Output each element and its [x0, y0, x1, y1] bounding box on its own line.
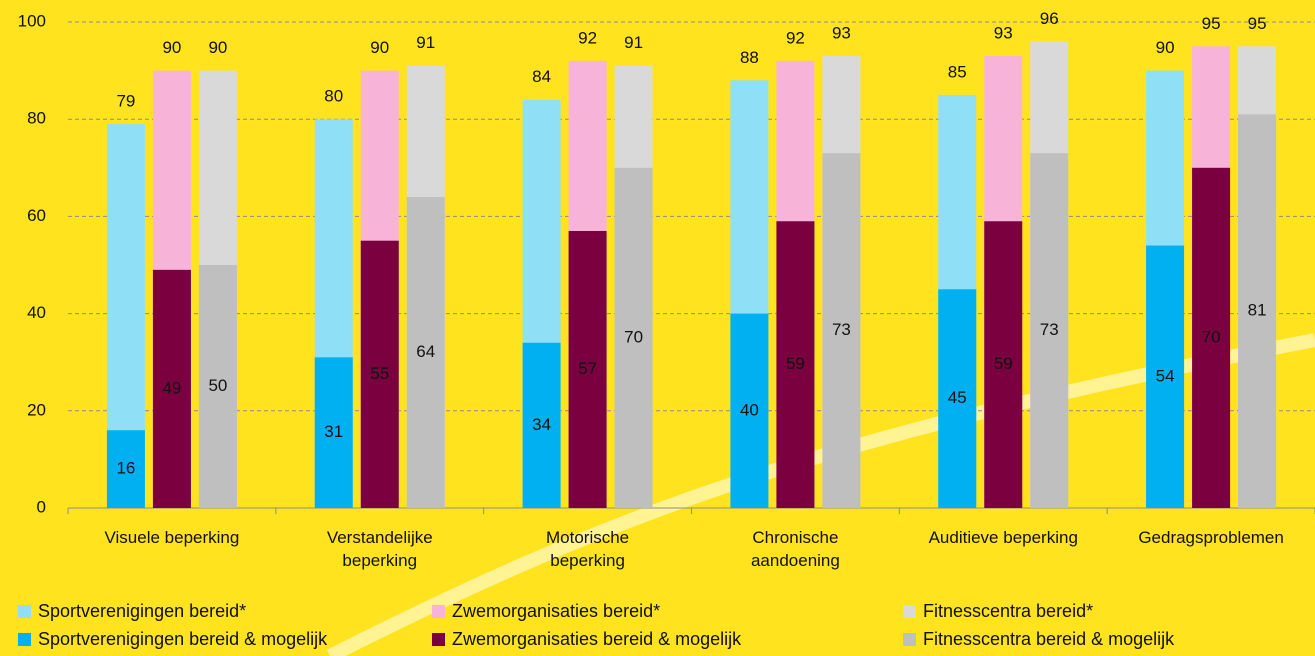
legend-label: Fitnesscentra bereid*: [923, 601, 1094, 621]
data-label: 64: [416, 342, 435, 361]
x-tick-label: Visuele beperking: [104, 528, 240, 547]
data-label: 92: [786, 28, 805, 47]
data-label: 49: [162, 378, 181, 397]
data-label: 85: [948, 62, 967, 81]
legend-swatch: [432, 633, 445, 646]
x-tick-label: Gedragsproblemen: [1138, 528, 1284, 547]
data-label: 45: [948, 388, 967, 407]
legend-label: Fitnesscentra bereid & mogelijk: [923, 629, 1175, 649]
legend-item: Fitnesscentra bereid & mogelijk: [903, 629, 1174, 650]
data-label: 84: [532, 67, 551, 86]
data-label: 34: [532, 415, 551, 434]
data-label: 96: [1040, 9, 1059, 28]
data-label: 90: [162, 38, 181, 57]
bar: [106, 430, 145, 508]
data-label: 57: [578, 359, 597, 378]
bar: [152, 269, 191, 508]
data-label: 31: [324, 422, 343, 441]
data-label: 95: [1248, 14, 1267, 33]
bar: [1030, 153, 1069, 508]
data-label: 16: [116, 459, 135, 478]
data-label: 93: [832, 24, 851, 43]
bar: [360, 240, 399, 508]
bar: [198, 265, 237, 508]
bar: [1146, 245, 1185, 508]
bar: [822, 153, 861, 508]
legend-item: Sportverenigingen bereid*: [18, 601, 246, 622]
bar: [522, 342, 561, 508]
bar: [568, 230, 607, 509]
data-label: 70: [1202, 327, 1221, 346]
data-label: 80: [324, 87, 343, 106]
data-label: 90: [208, 38, 227, 57]
bar: [1192, 167, 1231, 509]
bar: [984, 221, 1023, 508]
y-tick-label: 40: [27, 303, 46, 322]
data-label: 59: [786, 354, 805, 373]
legend-label: Zwemorganisaties bereid*: [452, 601, 661, 621]
y-tick-label: 60: [27, 206, 46, 225]
data-label: 55: [370, 364, 389, 383]
x-tick-label: Verstandelijke beperking: [326, 528, 433, 570]
x-tick-label: Motorische beperking: [546, 528, 630, 570]
data-label: 90: [1156, 38, 1175, 57]
data-label: 54: [1156, 366, 1175, 385]
legend-item: Fitnesscentra bereid*: [903, 601, 1093, 622]
legend-label: Sportverenigingen bereid*: [38, 601, 247, 621]
bar: [776, 221, 815, 508]
data-label: 81: [1248, 301, 1267, 320]
bar: [406, 196, 445, 508]
data-label: 73: [1040, 320, 1059, 339]
legend-swatch: [18, 633, 31, 646]
y-tick-label: 80: [27, 109, 46, 128]
data-label: 88: [740, 48, 759, 67]
legend-item: Zwemorganisaties bereid & mogelijk: [432, 629, 741, 650]
bar: [314, 357, 353, 508]
data-label: 92: [578, 28, 597, 47]
data-label: 91: [624, 33, 643, 52]
legend-swatch: [18, 605, 31, 618]
legend-item: Zwemorganisaties bereid*: [432, 601, 660, 622]
data-label: 59: [994, 354, 1013, 373]
bar: [938, 289, 977, 508]
legend-label: Sportverenigingen bereid & mogelijk: [38, 629, 328, 649]
data-label: 79: [116, 92, 135, 111]
x-tick-label: Auditieve beperking: [928, 528, 1078, 547]
data-label: 90: [370, 38, 389, 57]
data-label: 40: [740, 400, 759, 419]
legend-item: Sportverenigingen bereid & mogelijk: [18, 629, 327, 650]
bar: [730, 313, 769, 508]
data-label: 73: [832, 320, 851, 339]
legend-swatch: [903, 605, 916, 618]
legend-swatch: [903, 633, 916, 646]
legend-label: Zwemorganisaties bereid & mogelijk: [452, 629, 742, 649]
x-tick-label: Chronische aandoening: [750, 528, 840, 570]
y-tick-label: 20: [27, 400, 46, 419]
legend-swatch: [432, 605, 445, 618]
bar: [614, 167, 653, 509]
data-label: 91: [416, 33, 435, 52]
data-label: 93: [994, 24, 1013, 43]
y-tick-label: 0: [37, 497, 46, 516]
data-label: 50: [208, 376, 227, 395]
bar: [1238, 114, 1277, 508]
data-label: 70: [624, 327, 643, 346]
data-label: 95: [1202, 14, 1221, 33]
y-tick-label: 100: [18, 11, 46, 30]
